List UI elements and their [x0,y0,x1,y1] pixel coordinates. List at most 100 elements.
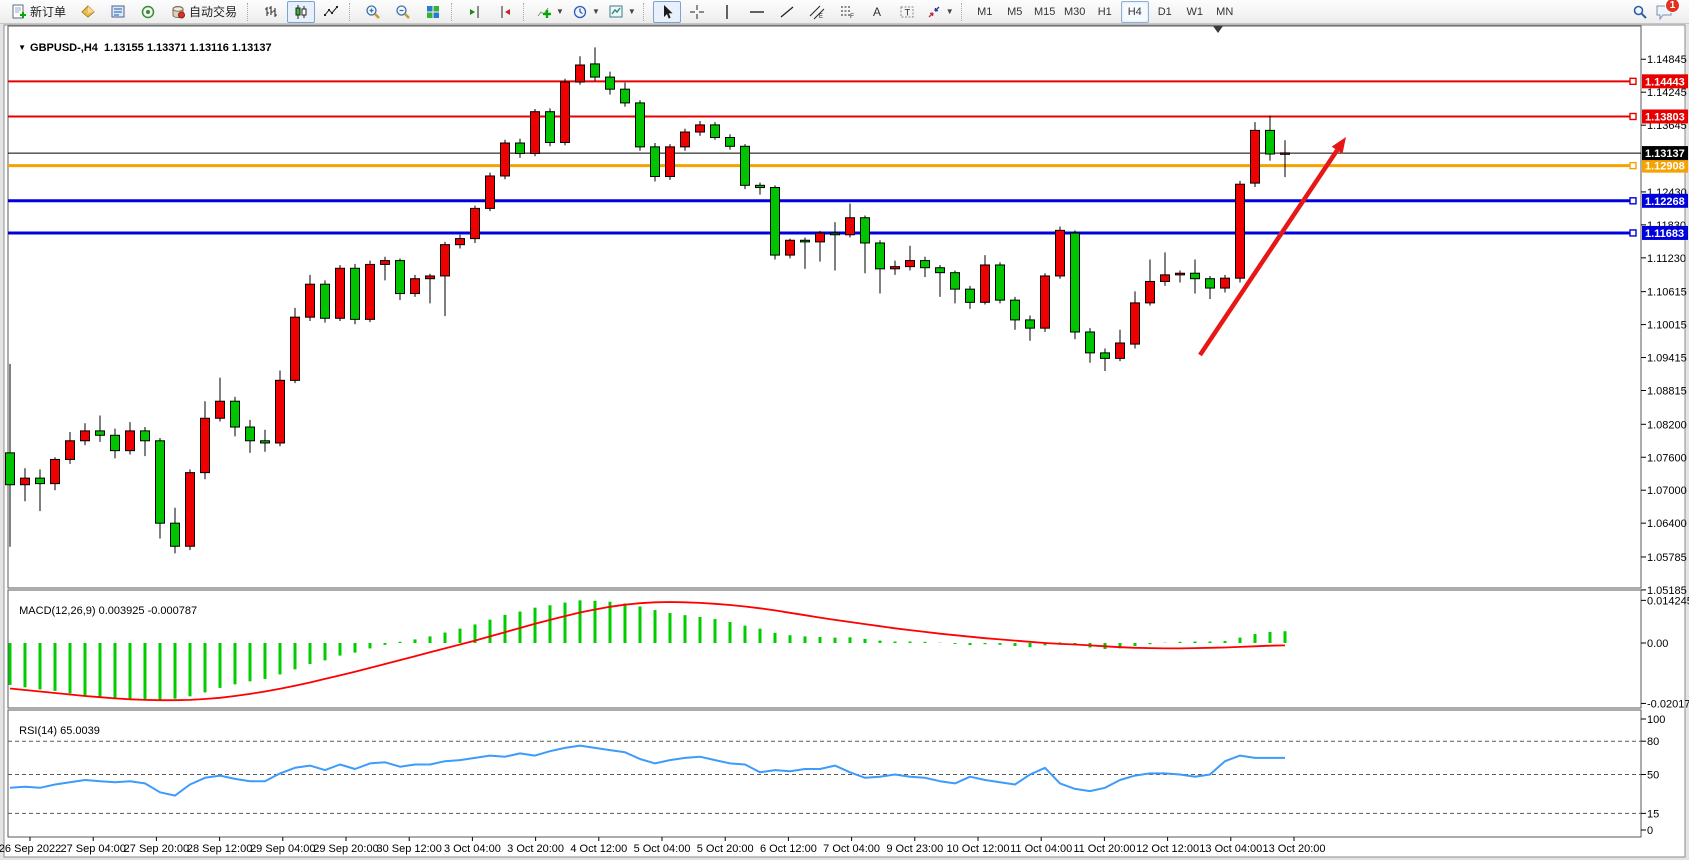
candlestick-chart-type-button[interactable] [287,0,316,23]
svg-text:15: 15 [1647,808,1659,820]
toolbar-separator [349,2,355,21]
candlestick-series [5,47,1290,554]
tf-button-h4[interactable]: H4 [1120,0,1149,23]
autotrading-button[interactable]: 自动交易 [164,1,243,23]
cursor-button[interactable] [652,0,681,23]
vertical-line-icon [726,4,728,19]
svg-text:5 Oct 04:00: 5 Oct 04:00 [634,843,691,855]
tf-button-h1[interactable]: H1 [1097,5,1112,18]
tf-button-w1[interactable]: W1 [1186,5,1203,18]
svg-text:1.14443: 1.14443 [1645,76,1685,88]
arrows-button[interactable]: ▼ [923,1,957,23]
svg-text:1.05785: 1.05785 [1647,552,1687,564]
tile-windows-icon [427,5,440,18]
horizontal-line-icon [749,10,764,13]
zoom-out-button[interactable] [389,1,417,23]
svg-text:1.10615: 1.10615 [1647,287,1687,299]
tf-button-d1[interactable]: D1 [1157,5,1172,18]
toolbar-separator [642,2,649,21]
svg-text:1.10015: 1.10015 [1647,320,1687,332]
search-button[interactable] [1626,1,1654,23]
market-watch-button[interactable] [104,1,132,23]
svg-text:A: A [873,5,881,19]
toolbar-separator [960,2,967,21]
notification-badge: 1 [1665,0,1680,13]
text-label-button[interactable]: T [893,1,921,23]
symbol-period-label: GBPUSD-,H4 [30,42,98,54]
svg-text:1.14245: 1.14245 [1647,87,1687,99]
text-button[interactable]: A [863,1,891,23]
autotrading-icon [172,5,186,18]
tile-windows-button[interactable] [419,1,447,23]
autotrading-label: 自动交易 [189,5,238,19]
chart-shift-marker[interactable] [1213,26,1223,33]
zoom-in-icon [366,4,380,19]
symbol-title: ▼ GBPUSD-,H4 1.13155 1.13371 1.13116 1.13… [12,30,272,54]
zoom-out-icon [396,4,410,19]
svg-text:28 Sep 12:00: 28 Sep 12:00 [187,843,252,855]
horizontal-line-1.14443[interactable] [8,77,1637,86]
fibonacci-icon: F [840,6,854,20]
new-order-button[interactable]: 新订单 [5,1,72,23]
text-label-icon: T [900,6,914,18]
vertical-line-button[interactable] [713,1,741,23]
tf-button-m1[interactable]: M1 [977,5,993,18]
svg-text:10 Oct 12:00: 10 Oct 12:00 [947,843,1010,855]
svg-text:27 Sep 04:00: 27 Sep 04:00 [60,843,125,855]
data-window-icon [141,5,155,18]
svg-text:1.14845: 1.14845 [1647,54,1687,66]
svg-text:0: 0 [1647,825,1653,837]
search-icon [1633,5,1647,19]
notifications-button[interactable]: 1 [1655,0,1680,21]
horizontal-line-1.13803[interactable] [8,112,1637,121]
toolbar-separator [523,2,529,21]
svg-text:11 Oct 20:00: 11 Oct 20:00 [1073,843,1135,855]
svg-text:27 Sep 20:00: 27 Sep 20:00 [124,843,189,855]
trendline-icon [780,6,794,17]
collapse-triangle-icon: ▼ [18,43,27,52]
svg-text:0.00: 0.00 [1647,638,1668,650]
tf-button-m30[interactable]: M30 [1064,5,1086,18]
svg-text:1.06400: 1.06400 [1647,518,1687,530]
tf-button-m5[interactable]: M5 [1007,5,1023,18]
toolbar-separator [451,2,457,21]
tf-button-mn[interactable]: MN [1216,5,1234,18]
zoom-in-button[interactable] [359,1,387,23]
crosshair-button[interactable] [683,1,711,23]
trendline-button[interactable] [773,1,801,23]
chevron-down-icon: ▼ [556,7,564,16]
tf-button-m15[interactable]: M15 [1034,5,1056,18]
svg-text:13 Oct 20:00: 13 Oct 20:00 [1263,843,1326,855]
fibonacci-button[interactable]: F [833,1,861,23]
bar-chart-type-button[interactable] [257,1,285,23]
profile-button[interactable] [74,1,102,23]
svg-text:11 Oct 04:00: 11 Oct 04:00 [1010,843,1072,855]
rsi-value: 65.0039 [60,725,100,737]
svg-text:4 Oct 12:00: 4 Oct 12:00 [570,843,627,855]
rsi-axis[interactable]: 100 80 50 15 0 [1641,714,1665,837]
indicators-button[interactable]: ▼ [533,1,567,23]
horizontal-line-1.12268[interactable] [8,197,1637,205]
shift-chart-button[interactable] [461,1,489,23]
periods-button[interactable]: ▼ [569,1,603,23]
equidistant-channel-icon: E [809,5,825,20]
macd-signal-line [9,601,1286,702]
horizontal-line-button[interactable] [743,1,771,23]
price-tag-1.14443: 1.14443 [1642,74,1688,89]
svg-text:1.08815: 1.08815 [1647,386,1687,398]
candlestick-chart-icon [295,4,307,19]
data-window-button[interactable] [134,1,162,23]
channel-button[interactable]: E [803,1,831,23]
horizontal-line-1.12908[interactable] [8,161,1637,170]
indicators-icon [537,7,552,18]
svg-text:29 Sep 20:00: 29 Sep 20:00 [313,843,378,855]
templates-button[interactable]: ▼ [605,1,639,23]
line-chart-type-button[interactable] [317,1,345,23]
auto-scroll-button[interactable] [491,1,519,23]
macd-name: MACD(12,26,9) [19,605,96,617]
macd-signal-value: -0.000787 [147,605,198,617]
trend-arrow[interactable] [1198,137,1346,357]
